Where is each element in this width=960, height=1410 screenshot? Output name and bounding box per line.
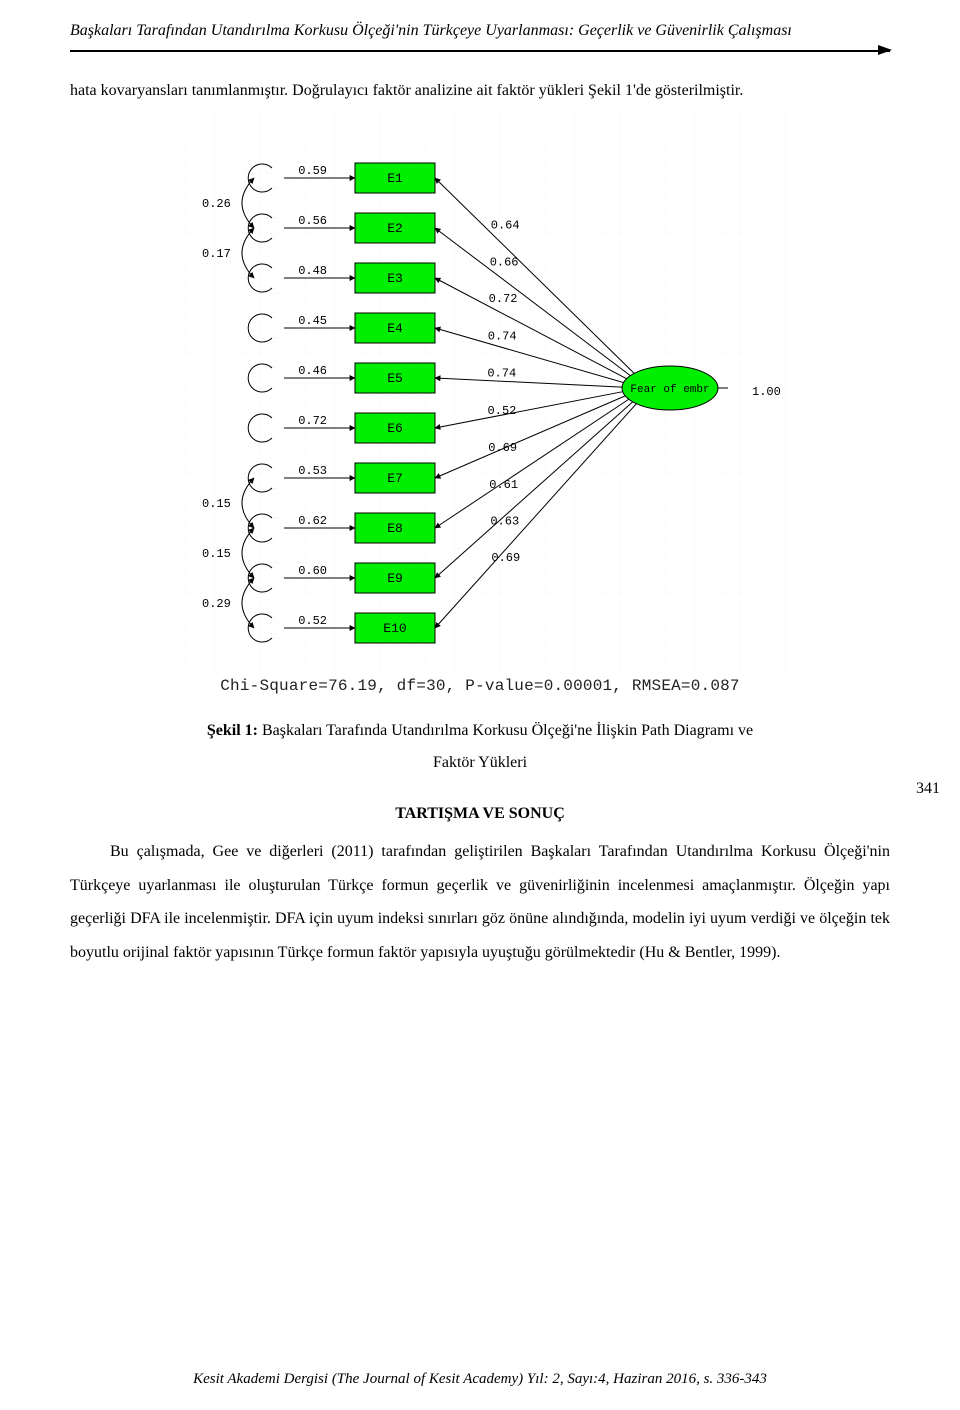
figure-caption-line1: Başkaları Tarafında Utandırılma Korkusu … (258, 722, 753, 739)
svg-text:0.59: 0.59 (298, 164, 327, 178)
page-footer: Kesit Akademi Dergisi (The Journal of Ke… (70, 1371, 890, 1388)
figure-caption: Şekil 1: Başkaları Tarafında Utandırılma… (70, 715, 890, 779)
fit-statistics: Chi-Square=76.19, df=30, P-value=0.00001… (170, 677, 790, 695)
svg-text:E4: E4 (387, 321, 403, 336)
svg-text:1.00: 1.00 (752, 385, 781, 399)
svg-text:0.62: 0.62 (298, 514, 327, 528)
svg-text:0.74: 0.74 (487, 367, 516, 381)
svg-text:E1: E1 (387, 171, 403, 186)
discussion-paragraph: Bu çalışmada, Gee ve diğerleri (2011) ta… (70, 835, 890, 969)
path-diagram-svg: 0.64 0.66 0.72 0.74 0.74 0.52 0.69 0.61 0.63 0.69… (170, 113, 790, 673)
svg-text:0.52: 0.52 (488, 404, 517, 418)
svg-text:0.64: 0.64 (491, 219, 520, 233)
svg-text:0.56: 0.56 (298, 214, 327, 228)
svg-text:E3: E3 (387, 271, 403, 286)
svg-text:Fear of embr: Fear of embr (630, 384, 709, 396)
svg-text:0.69: 0.69 (491, 551, 520, 565)
section-heading: TARTIŞMA VE SONUÇ (70, 805, 890, 823)
svg-text:0.52: 0.52 (298, 614, 327, 628)
svg-text:0.66: 0.66 (490, 256, 519, 270)
svg-text:0.26: 0.26 (202, 197, 231, 211)
figure-caption-label: Şekil 1: (207, 722, 258, 739)
svg-text:E5: E5 (387, 371, 403, 386)
svg-text:0.61: 0.61 (489, 478, 518, 492)
intro-paragraph: hata kovaryansları tanımlanmıştır. Doğru… (70, 74, 890, 108)
svg-text:0.15: 0.15 (202, 547, 231, 561)
svg-text:0.48: 0.48 (298, 264, 327, 278)
page-number: 341 (916, 780, 940, 798)
svg-text:0.15: 0.15 (202, 497, 231, 511)
running-title: Başkaları Tarafından Utandırılma Korkusu… (70, 20, 890, 42)
figure-caption-line2: Faktör Yükleri (433, 754, 527, 771)
svg-text:0.53: 0.53 (298, 464, 327, 478)
svg-text:0.60: 0.60 (298, 564, 327, 578)
svg-text:0.45: 0.45 (298, 314, 327, 328)
svg-text:0.63: 0.63 (490, 515, 519, 529)
path-diagram-figure: 0.64 0.66 0.72 0.74 0.74 0.52 0.69 0.61 0.63 0.69… (170, 113, 790, 695)
svg-text:E6: E6 (387, 421, 403, 436)
svg-text:E7: E7 (387, 471, 403, 486)
svg-text:0.72: 0.72 (298, 414, 327, 428)
svg-text:0.17: 0.17 (202, 247, 231, 261)
svg-text:0.29: 0.29 (202, 597, 231, 611)
svg-text:0.72: 0.72 (489, 292, 518, 306)
svg-text:E8: E8 (387, 521, 403, 536)
svg-text:0.46: 0.46 (298, 364, 327, 378)
svg-text:0.69: 0.69 (488, 441, 517, 455)
svg-text:E2: E2 (387, 221, 403, 236)
svg-text:E9: E9 (387, 571, 403, 586)
path-diagram: 0.64 0.66 0.72 0.74 0.74 0.52 0.69 0.61 0.63 0.69… (170, 113, 790, 673)
svg-text:0.74: 0.74 (488, 329, 517, 343)
svg-text:E10: E10 (383, 621, 406, 636)
header-rule (70, 46, 890, 56)
